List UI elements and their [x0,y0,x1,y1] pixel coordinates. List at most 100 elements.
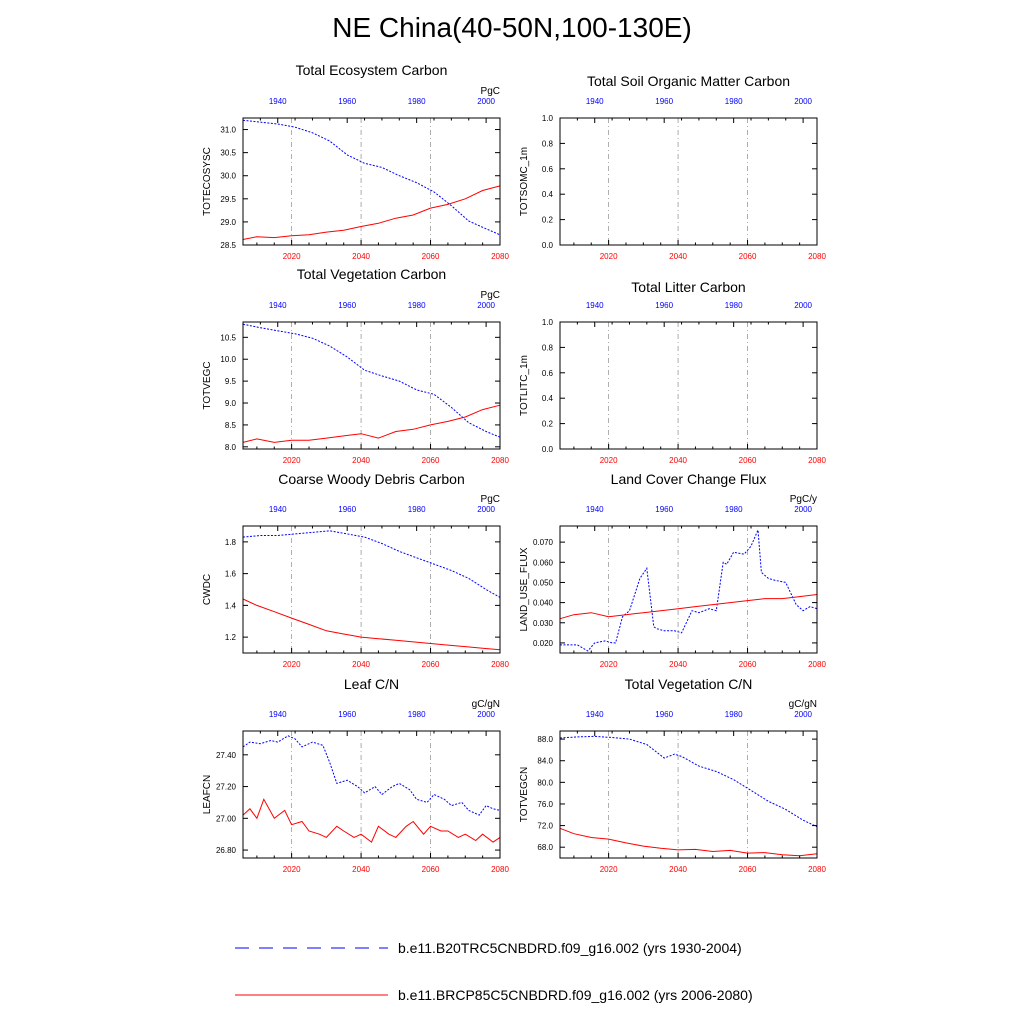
x-tick-label-bottom: 2040 [352,252,370,261]
x-tick-label-top: 1980 [725,505,743,514]
x-tick-label-bottom: 2060 [422,660,440,669]
y-tick-label: 0.070 [533,538,554,547]
y-tick-label: 29.5 [220,195,236,204]
units-label: PgC/y [790,494,817,505]
panel-totlitc-1m: Total Litter Carbon 2020 2040 2060 2080 1940 1… [519,279,826,465]
x-tick-label-top: 2000 [477,505,495,514]
x-tick-label-bottom: 2040 [352,456,370,465]
y-tick-label: 31.0 [220,126,236,135]
plot-frame [559,730,818,859]
x-tick-label-top: 1960 [655,301,673,310]
series-line-historical [242,323,501,438]
y-tick-label: 68.0 [537,843,553,852]
y-tick-label: 30.0 [220,172,236,181]
x-tick-label-top: 1960 [655,505,673,514]
panel-title: Leaf C/N [344,676,399,692]
panel-totecosysc: Total Ecosystem Carbon PgC 2020 2040 2060 208… [202,62,509,261]
series-line-future [559,594,818,620]
x-tick-label-top: 1980 [725,97,743,106]
x-tick-label-top: 1940 [269,301,287,310]
plot-frame [242,525,501,654]
series-line-future [559,827,818,857]
y-tick-label: 26.80 [216,846,237,855]
y-tick-label: 84.0 [537,757,553,766]
y-tick-label: 72.0 [537,822,553,831]
panel-title: Total Vegetation C/N [625,676,753,692]
x-tick-label-bottom: 2040 [669,660,687,669]
y-tick-label: 27.40 [216,751,237,760]
units-label: PgC [481,86,500,97]
x-tick-label-bottom: 2040 [352,660,370,669]
series-line-future [242,404,501,443]
y-tick-label: 0.020 [533,639,554,648]
plot-frame [559,321,818,450]
x-tick-label-bottom: 2060 [422,456,440,465]
x-tick-label-bottom: 2020 [600,456,618,465]
series-line-historical [242,530,501,598]
x-tick-label-top: 1940 [269,97,287,106]
y-tick-label: 88.0 [537,735,553,744]
y-axis-label: TOTECOSYSC [202,147,213,216]
y-tick-label: 8.5 [225,421,237,430]
x-tick-label-top: 1960 [338,97,356,106]
y-tick-label: 1.2 [225,633,237,642]
x-tick-label-bottom: 2060 [739,660,757,669]
y-tick-label: 1.8 [225,538,237,547]
series-line-future [242,185,501,240]
plot-frame [242,321,501,450]
x-tick-label-top: 1980 [408,97,426,106]
x-tick-label-top: 1940 [586,301,604,310]
x-tick-label-top: 1940 [269,505,287,514]
y-tick-label: 8.0 [225,443,237,452]
x-tick-label-bottom: 2040 [352,865,370,874]
x-tick-label-top: 1960 [338,710,356,719]
x-tick-label-top: 1960 [655,97,673,106]
x-tick-label-top: 2000 [794,301,812,310]
y-tick-label: 0.8 [542,139,554,148]
x-tick-label-top: 2000 [794,505,812,514]
page-title: NE China(40-50N,100-130E) [332,12,692,43]
x-tick-label-top: 1940 [269,710,287,719]
y-tick-label: 0.050 [533,578,554,587]
series-line-historical [242,735,501,816]
x-tick-label-bottom: 2040 [669,252,687,261]
y-tick-label: 27.20 [216,783,237,792]
x-tick-label-bottom: 2020 [283,456,301,465]
x-tick-label-top: 1940 [586,710,604,719]
panel-title: Total Litter Carbon [631,279,745,295]
y-tick-label: 0.6 [542,369,554,378]
x-tick-label-top: 2000 [794,710,812,719]
y-tick-label: 76.0 [537,800,553,809]
x-tick-label-bottom: 2020 [283,660,301,669]
panel-title: Total Soil Organic Matter Carbon [587,73,790,89]
x-tick-label-top: 1960 [655,710,673,719]
y-tick-label: 0.040 [533,599,554,608]
y-tick-label: 0.4 [542,394,554,403]
panel-title: Land Cover Change Flux [611,471,767,487]
plot-frame [242,117,501,246]
series-line-future [242,798,501,843]
x-tick-label-bottom: 2020 [600,252,618,261]
x-tick-label-bottom: 2020 [283,252,301,261]
x-tick-label-bottom: 2060 [739,252,757,261]
y-tick-label: 0.060 [533,558,554,567]
y-tick-label: 0.6 [542,165,554,174]
panel-title: Total Vegetation Carbon [297,266,446,282]
x-tick-label-bottom: 2060 [422,252,440,261]
y-tick-label: 0.0 [542,241,554,250]
units-label: gC/gN [789,699,817,710]
y-axis-label: LAND_USE_FLUX [519,547,530,631]
y-tick-label: 0.2 [542,216,554,225]
y-tick-label: 0.0 [542,445,554,454]
x-tick-label-top: 1980 [408,301,426,310]
y-axis-label: TOTSOMC_1m [519,147,530,216]
plot-frame [559,525,818,654]
y-tick-label: 80.0 [537,778,553,787]
x-tick-label-bottom: 2040 [669,865,687,874]
units-label: gC/gN [472,699,500,710]
panel-land-use-flux: Land Cover Change Flux PgC/y 2020 2040 2060 2… [519,471,826,669]
x-tick-label-bottom: 2020 [600,660,618,669]
plot-frame [559,117,818,246]
x-tick-label-bottom: 2060 [739,865,757,874]
